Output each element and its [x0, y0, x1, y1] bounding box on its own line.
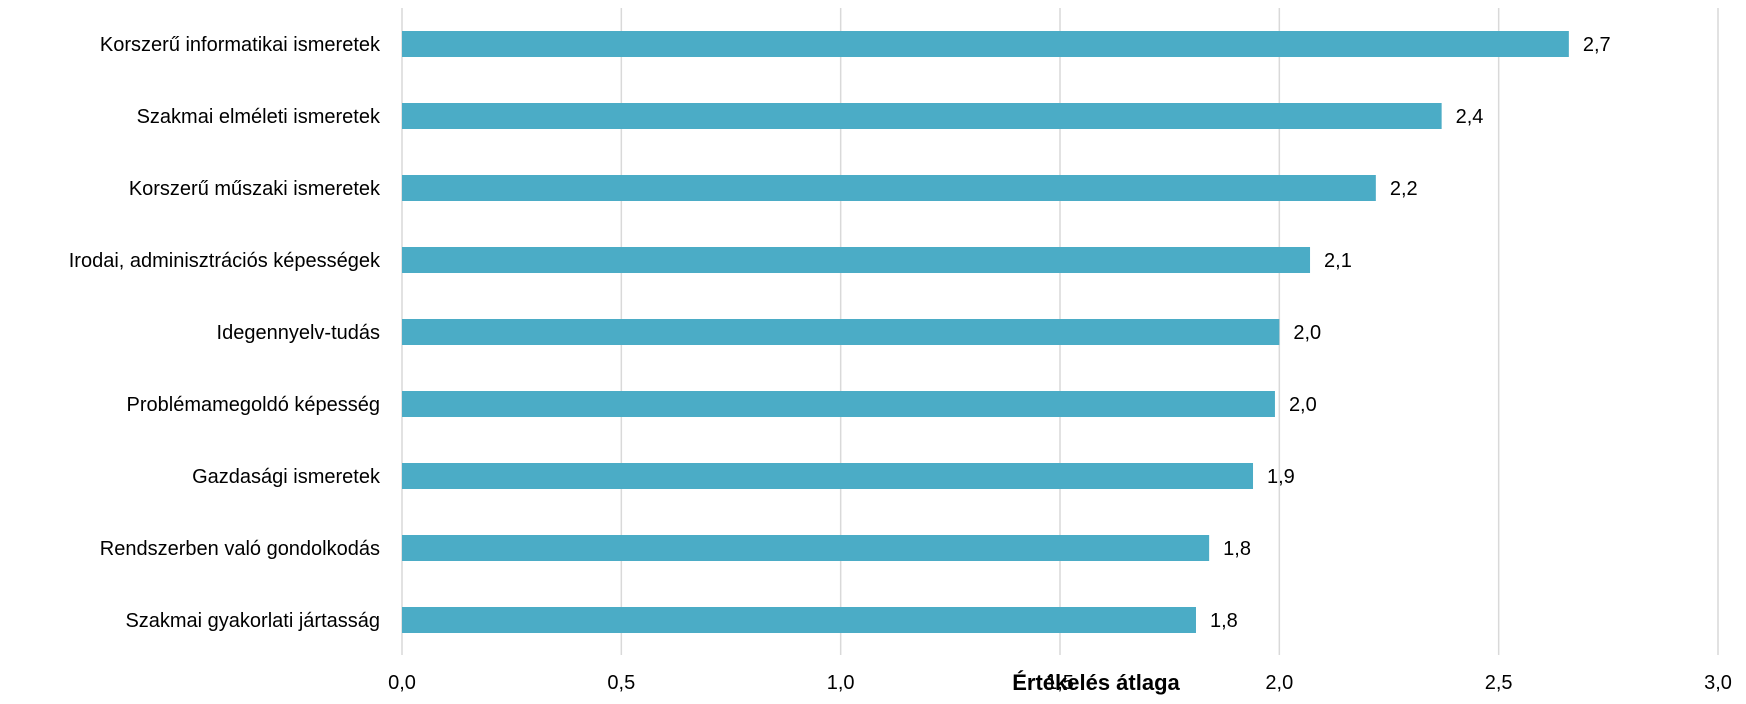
category-label: Szakmai gyakorlati jártasság — [125, 610, 380, 632]
category-label: Korszerű informatikai ismeretek — [100, 34, 381, 56]
category-label: Irodai, adminisztrációs képességek — [69, 250, 381, 272]
data-label: 2,7 — [1583, 34, 1611, 56]
category-label: Problémamegoldó képesség — [127, 394, 381, 416]
bar — [402, 247, 1311, 273]
x-tick-label: 0,5 — [607, 672, 635, 694]
data-labels: 2,7 2,4 2,2 2,1 2,0 2,0 1,9 1,8 1,8 — [1210, 34, 1611, 632]
category-label: Korszerű műszaki ismeretek — [129, 178, 381, 200]
x-tick-label: 1,5 — [1046, 672, 1074, 694]
bar — [402, 103, 1442, 129]
bars — [402, 31, 1569, 633]
bar — [402, 391, 1275, 417]
bar — [402, 607, 1196, 633]
x-tick-label: 1,0 — [827, 672, 855, 694]
category-label: Rendszerben való gondolkodás — [100, 538, 380, 560]
data-label: 2,0 — [1293, 322, 1321, 344]
x-tick-label: 2,5 — [1485, 672, 1513, 694]
bar — [402, 31, 1569, 57]
bar — [402, 175, 1376, 201]
data-label: 2,0 — [1289, 394, 1317, 416]
bar — [402, 535, 1210, 561]
x-tick-label: 3,0 — [1704, 672, 1732, 694]
category-label: Szakmai elméleti ismeretek — [137, 106, 381, 128]
data-label: 1,8 — [1210, 610, 1238, 632]
x-tick-label: 0,0 — [388, 672, 416, 694]
x-tick-label: 2,0 — [1265, 672, 1293, 694]
data-label: 2,1 — [1324, 250, 1352, 272]
data-label: 2,2 — [1390, 178, 1418, 200]
bar — [402, 463, 1254, 489]
category-label: Gazdasági ismeretek — [192, 466, 381, 488]
data-label: 1,8 — [1223, 538, 1251, 560]
data-label: 2,4 — [1456, 106, 1484, 128]
x-axis-title: Értékelés átlaga — [1012, 670, 1180, 695]
data-label: 1,9 — [1267, 466, 1295, 488]
category-label: Idegennyelv-tudás — [217, 322, 380, 344]
category-labels: Korszerű informatikai ismeretek Szakmai e… — [69, 34, 381, 632]
x-tick-labels: 0,0 0,5 1,0 1,5 2,0 2,5 3,0 — [388, 672, 1732, 694]
bar — [402, 319, 1280, 345]
